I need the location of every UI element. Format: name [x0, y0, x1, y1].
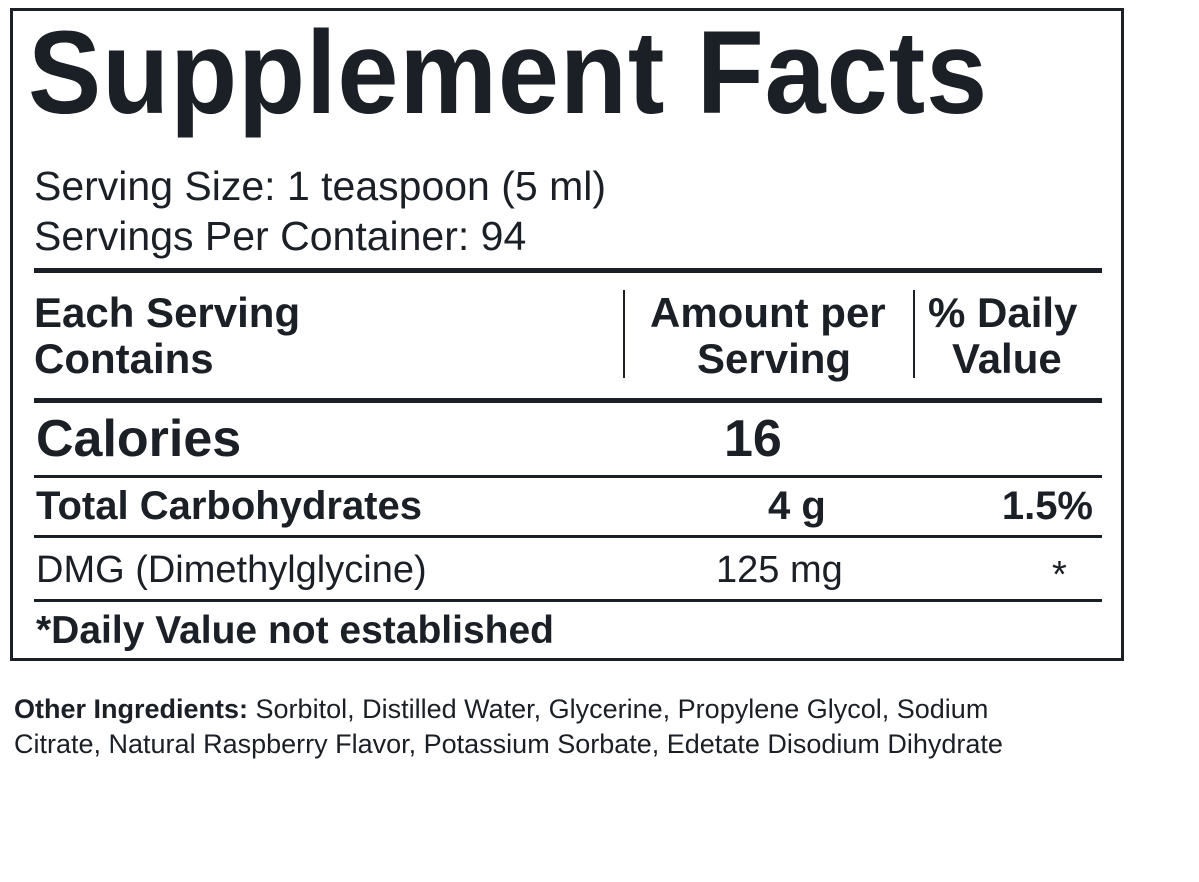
header-dv-line2: Value [952, 335, 1062, 382]
header-amount-line1: Amount per [650, 289, 886, 336]
header-ingredient-line2: Contains [34, 335, 214, 382]
thick-divider [34, 398, 1102, 403]
panel-title: Supplement Facts [28, 7, 989, 139]
dmg-amount: 125 mg [716, 549, 843, 591]
footnote: *Daily Value not established [36, 609, 555, 652]
other-ingredients-line2: Citrate, Natural Raspberry Flavor, Potas… [14, 729, 1003, 759]
header-dv-line1: % Daily [928, 289, 1078, 336]
thick-divider [34, 268, 1102, 273]
other-ingredients-label: Other Ingredients: [14, 694, 249, 724]
other-ingredients-line1: Other Ingredients: Sorbitol, Distilled W… [14, 696, 988, 723]
dmg-dv: * [1052, 554, 1067, 596]
carbohydrates-label: Total Carbohydrates [36, 484, 422, 528]
header-ingredient-line1: Each Serving [34, 289, 301, 336]
calories-label: Calories [36, 410, 242, 468]
row-divider [34, 535, 1102, 538]
serving-size: Serving Size: 1 teaspoon (5 ml) [34, 163, 606, 209]
calories-amount: 16 [724, 410, 782, 468]
column-divider [623, 290, 625, 378]
supplement-facts-panel [10, 8, 1124, 661]
other-ingredients-text: Sorbitol, Distilled Water, Glycerine, Pr… [248, 694, 989, 724]
dmg-label: DMG (Dimethylglycine) [36, 549, 427, 591]
row-divider [34, 599, 1102, 602]
row-divider [34, 475, 1102, 478]
header-amount-line2: Serving [697, 335, 852, 382]
carbohydrates-dv: 1.5% [1001, 484, 1093, 528]
column-divider [913, 290, 915, 378]
carbohydrates-amount: 4 g [768, 484, 826, 528]
servings-per-container: Servings Per Container: 94 [34, 213, 527, 259]
